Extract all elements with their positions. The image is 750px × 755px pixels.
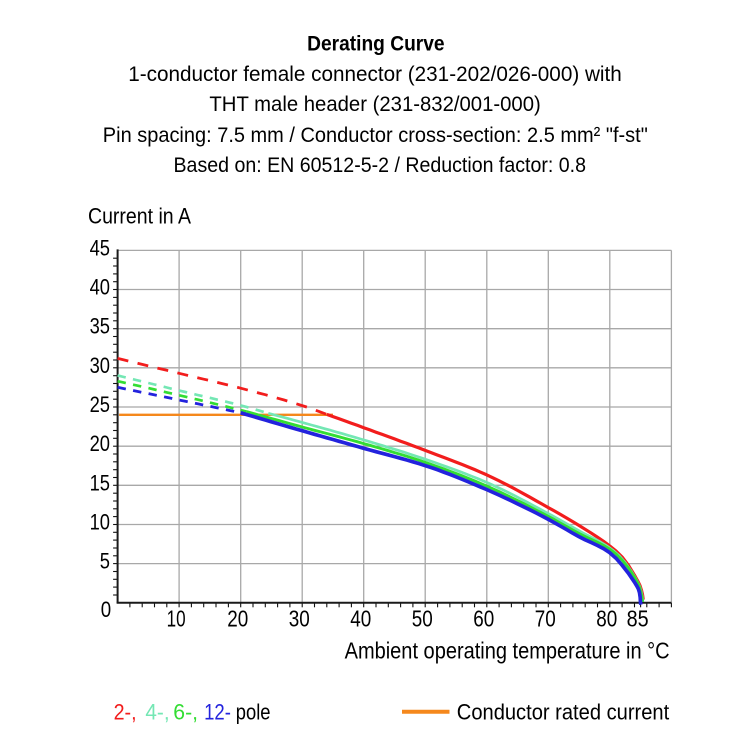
svg-text:30: 30 [90, 353, 110, 378]
svg-text:25: 25 [90, 392, 110, 417]
svg-text:Derating Curve: Derating Curve [307, 31, 445, 55]
svg-text:70: 70 [535, 605, 556, 631]
svg-text:45: 45 [90, 235, 110, 260]
svg-text:40: 40 [350, 605, 371, 631]
svg-text:Conductor rated current: Conductor rated current [457, 700, 669, 725]
svg-text:Based on: EN 60512-5-2 / Reduc: Based on: EN 60512-5-2 / Reduction facto… [174, 152, 587, 177]
svg-text:10: 10 [167, 605, 186, 631]
svg-text:Current in A: Current in A [88, 204, 191, 229]
svg-text:THT male header (231-832/001-0: THT male header (231-832/001-000) [209, 91, 540, 116]
svg-text:4-,: 4-, [145, 700, 169, 725]
svg-text:40: 40 [90, 275, 110, 300]
svg-text:6-,: 6-, [173, 700, 198, 725]
svg-text:85: 85 [627, 605, 649, 631]
svg-text:35: 35 [90, 314, 110, 339]
svg-text:20: 20 [90, 431, 110, 456]
svg-text:20: 20 [227, 605, 248, 631]
svg-text:30: 30 [289, 605, 310, 631]
svg-text:80: 80 [596, 605, 617, 631]
svg-text:Pin spacing: 7.5 mm / Conducto: Pin spacing: 7.5 mm / Conductor cross-se… [103, 122, 648, 147]
svg-text:60: 60 [473, 605, 494, 631]
svg-text:5: 5 [100, 549, 110, 574]
svg-text:15: 15 [90, 470, 110, 495]
svg-text:1-conductor female connector (: 1-conductor female connector (231-202/02… [128, 61, 622, 86]
svg-text:pole: pole [236, 700, 271, 725]
svg-text:0: 0 [101, 597, 111, 622]
svg-text:Ambient operating temperature: Ambient operating temperature in °C [345, 637, 670, 663]
svg-text:10: 10 [90, 510, 110, 535]
svg-text:50: 50 [412, 605, 433, 631]
svg-text:2-,: 2-, [114, 700, 137, 725]
svg-text:12-: 12- [204, 700, 231, 725]
